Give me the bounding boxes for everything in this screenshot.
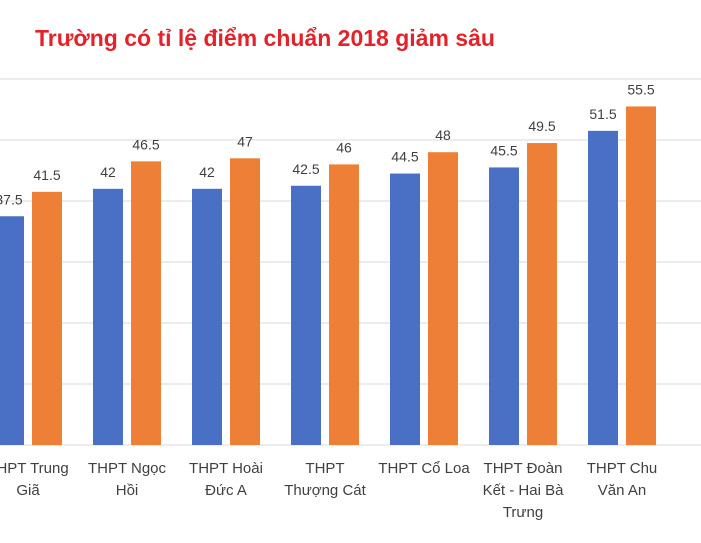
bar bbox=[192, 188, 222, 446]
bar bbox=[390, 173, 420, 446]
x-tick-label: THPT Ngọc Hồi bbox=[87, 460, 167, 499]
x-tick-label: THPT Thượng Cát bbox=[284, 460, 366, 499]
value-label: 48 bbox=[435, 127, 451, 143]
bar bbox=[489, 167, 519, 445]
value-label: 42 bbox=[100, 164, 116, 180]
x-tick-label: THPT Chu Văn An bbox=[586, 460, 658, 499]
value-label: 42 bbox=[199, 164, 215, 180]
bar bbox=[93, 188, 123, 446]
value-label: 49.5 bbox=[528, 118, 555, 134]
value-label: 44.5 bbox=[391, 149, 418, 165]
value-label: 55.5 bbox=[627, 81, 654, 97]
value-label: 51.5 bbox=[589, 106, 616, 122]
bar bbox=[131, 161, 161, 445]
bar bbox=[428, 152, 458, 445]
bar bbox=[588, 130, 618, 445]
bar bbox=[527, 143, 557, 446]
x-tick-label: THPT Trung Giã bbox=[0, 460, 69, 499]
value-label: 45.5 bbox=[490, 142, 517, 158]
value-label: 46 bbox=[336, 139, 352, 155]
x-tick-label: THPT Hoài Đức A bbox=[189, 460, 263, 499]
value-label: 37.5 bbox=[0, 191, 23, 207]
value-label: 46.5 bbox=[132, 136, 159, 152]
chart-title: Trường có tỉ lệ điểm chuẩn 2018 giảm sâu bbox=[35, 25, 495, 51]
bar bbox=[329, 164, 359, 445]
value-label: 47 bbox=[237, 133, 253, 149]
bar bbox=[291, 185, 321, 445]
bar bbox=[230, 158, 260, 446]
bar bbox=[626, 106, 656, 445]
x-tick-label: THPT Cổ Loa bbox=[378, 460, 470, 477]
x-tick-label: THPT Đoàn Kết - Hai Bà Trưng bbox=[482, 460, 564, 521]
value-label: 41.5 bbox=[33, 167, 60, 183]
bar bbox=[32, 191, 62, 445]
bar bbox=[0, 216, 24, 445]
value-label: 42.5 bbox=[292, 161, 319, 177]
